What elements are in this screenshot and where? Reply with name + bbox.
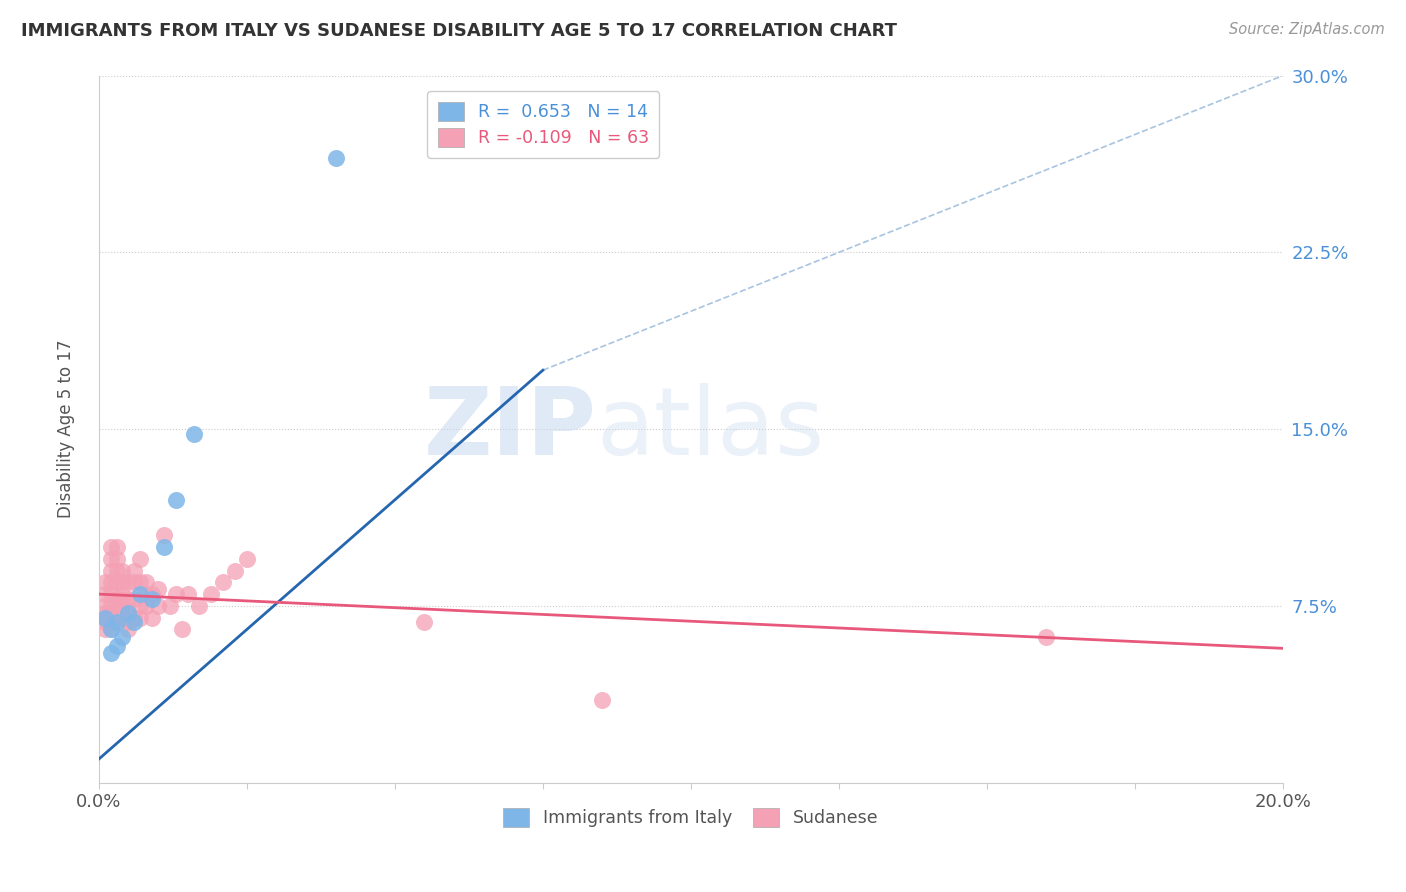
Point <box>111 564 134 578</box>
Point <box>93 606 115 620</box>
Point <box>93 599 115 613</box>
Point <box>141 591 163 606</box>
Point <box>117 575 139 590</box>
Text: ZIP: ZIP <box>423 383 596 475</box>
Point <box>93 610 115 624</box>
Point <box>111 575 134 590</box>
Point <box>124 575 146 590</box>
Point <box>111 599 134 613</box>
Point <box>105 615 128 630</box>
Point <box>100 587 122 601</box>
Text: IMMIGRANTS FROM ITALY VS SUDANESE DISABILITY AGE 5 TO 17 CORRELATION CHART: IMMIGRANTS FROM ITALY VS SUDANESE DISABI… <box>21 22 897 40</box>
Point <box>165 492 187 507</box>
Point <box>100 599 122 613</box>
Point <box>105 551 128 566</box>
Point <box>135 599 157 613</box>
Point <box>100 646 122 660</box>
Point <box>129 551 152 566</box>
Point <box>100 610 122 624</box>
Point <box>236 551 259 566</box>
Point <box>111 610 134 624</box>
Point <box>129 587 152 601</box>
Point <box>100 564 122 578</box>
Point <box>165 587 187 601</box>
Point <box>117 606 139 620</box>
Point <box>105 606 128 620</box>
Point <box>117 623 139 637</box>
Point <box>212 575 235 590</box>
Point <box>93 610 115 624</box>
Point <box>100 623 122 637</box>
Point <box>111 591 134 606</box>
Point <box>117 591 139 606</box>
Point <box>93 623 115 637</box>
Point <box>141 610 163 624</box>
Point <box>105 575 128 590</box>
Point <box>117 606 139 620</box>
Point <box>1035 630 1057 644</box>
Point <box>176 587 198 601</box>
Point <box>129 610 152 624</box>
Point <box>105 564 128 578</box>
Point <box>124 610 146 624</box>
Point <box>135 587 157 601</box>
Legend: Immigrants from Italy, Sudanese: Immigrants from Italy, Sudanese <box>496 801 886 834</box>
Point <box>100 551 122 566</box>
Point <box>146 582 169 597</box>
Point <box>105 591 128 606</box>
Point <box>129 575 152 590</box>
Point <box>325 151 347 165</box>
Point <box>93 575 115 590</box>
Y-axis label: Disability Age 5 to 17: Disability Age 5 to 17 <box>58 340 75 518</box>
Point <box>111 630 134 644</box>
Point <box>105 639 128 653</box>
Point <box>153 540 176 554</box>
Point <box>93 587 115 601</box>
Point <box>146 599 169 613</box>
Text: atlas: atlas <box>596 383 824 475</box>
Point <box>124 564 146 578</box>
Point <box>159 599 181 613</box>
Point <box>135 575 157 590</box>
Point <box>183 426 205 441</box>
Point <box>100 623 122 637</box>
Point <box>111 587 134 601</box>
Point <box>124 591 146 606</box>
Point <box>153 528 176 542</box>
Point <box>117 615 139 630</box>
Point <box>224 564 246 578</box>
Point <box>100 575 122 590</box>
Point <box>129 599 152 613</box>
Point <box>100 606 122 620</box>
Point <box>93 615 115 630</box>
Point <box>200 587 222 601</box>
Point <box>413 615 436 630</box>
Point <box>170 623 193 637</box>
Point <box>105 610 128 624</box>
Text: Source: ZipAtlas.com: Source: ZipAtlas.com <box>1229 22 1385 37</box>
Point <box>105 540 128 554</box>
Point <box>100 540 122 554</box>
Point <box>141 587 163 601</box>
Point <box>188 599 211 613</box>
Point <box>591 693 613 707</box>
Point <box>124 615 146 630</box>
Point <box>100 615 122 630</box>
